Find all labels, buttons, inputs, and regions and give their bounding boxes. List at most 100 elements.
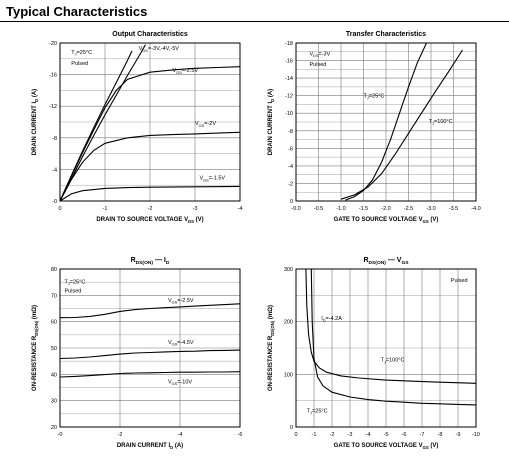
- plot-frame: [59, 42, 241, 202]
- y-tick-label: 30: [51, 399, 57, 405]
- y-tick-label: -18: [285, 41, 293, 47]
- y-tick-label: -20: [49, 41, 57, 47]
- y-tick-label: -14: [285, 76, 293, 82]
- y-axis-label: ON-RESISTANCE RDS(ON) (mΩ): [32, 305, 39, 391]
- y-tick-label: 80: [51, 267, 57, 273]
- y-tick-label: -2: [288, 181, 293, 187]
- series-label: VGS=-2.5V: [173, 68, 199, 75]
- x-tick-label: -0.0: [291, 206, 300, 212]
- y-tick-label: 20: [51, 425, 57, 431]
- x-axis-label: DRAIN TO SOURCE VOLTAGE VDS (V): [96, 217, 203, 224]
- x-tick-label: -2: [148, 206, 153, 212]
- x-tick-label: -9: [456, 432, 461, 438]
- series-line: [59, 131, 241, 202]
- y-tick-label: 300: [284, 267, 293, 273]
- chart-title: RDS(ON) — VGS: [363, 257, 409, 266]
- y-tick-label: 0: [290, 425, 293, 431]
- output-characteristics-chart: 0 -1 -2 -3 -4 -0 -4 -8 -12 -16 -20 Output Character…: [32, 31, 242, 224]
- x-axis-label: DRAIN CURRENT ID (A): [117, 443, 183, 450]
- series-label: TJ=100°C: [381, 358, 405, 365]
- y-tick-label: -12: [49, 104, 57, 110]
- x-tick-label: 0: [294, 432, 297, 438]
- x-axis-label: GATE TO SOURCE VOLTAGE VGS (V): [334, 443, 439, 450]
- chart-title: Output Characteristics: [112, 31, 188, 38]
- header-divider: [0, 21, 509, 22]
- x-tick-label: -6: [238, 432, 243, 438]
- transfer-characteristics-chart: -0.0 -0.5 -1.0 -1.5 -2.0 -2.5 -3.0 -3.5 -4.0 0 -2 -…: [268, 31, 481, 224]
- chart-annotation: Pulsed: [65, 289, 82, 295]
- y-tick-label: -12: [285, 94, 293, 100]
- chart-title: Transfer Characteristics: [346, 31, 426, 38]
- y-tick-label: -0: [52, 199, 57, 205]
- x-tick-label: -5: [384, 432, 389, 438]
- x-tick-label: -4: [366, 432, 371, 438]
- x-tick-label: -4: [178, 432, 183, 438]
- y-tick-label: -8: [288, 129, 293, 135]
- grid: [295, 42, 477, 202]
- page-title: Typical Characteristics: [6, 4, 148, 19]
- y-tick-label: 50: [51, 346, 57, 352]
- x-tick-label: -1.0: [336, 206, 345, 212]
- rdson-vs-id-chart: -0 -2 -4 -6 20 30 40 50 60 70 80 RDS(ON) — ID DRAIN …: [32, 257, 242, 450]
- y-tick-label: 100: [284, 372, 293, 378]
- y-tick-label: -16: [285, 59, 293, 65]
- series-label: VGS=-3V,-4V,-5V: [139, 46, 180, 53]
- series-label: VGS=-2.5V: [168, 298, 194, 305]
- x-tick-label: -3.5: [449, 206, 458, 212]
- series-line: [59, 66, 241, 202]
- series-line: [305, 268, 477, 384]
- chart-annotation: TJ=25°C: [65, 279, 86, 286]
- y-tick-label: 60: [51, 320, 57, 326]
- series-label: VGS=-4.5V: [168, 340, 194, 347]
- series-line: [310, 268, 477, 406]
- plot-frame: [295, 268, 477, 428]
- x-tick-label: -2.5: [404, 206, 413, 212]
- series-line: [340, 49, 463, 200]
- y-tick-label: -4: [52, 167, 57, 173]
- x-tick-label: -10: [472, 432, 480, 438]
- x-tick-label: -1: [312, 432, 317, 438]
- y-tick-label: 70: [51, 293, 57, 299]
- y-axis-label: DRAIN CURRENT ID (A): [268, 89, 275, 155]
- series-line: [59, 185, 241, 202]
- chart-title: RDS(ON) — ID: [131, 257, 170, 266]
- x-tick-label: -0: [58, 432, 63, 438]
- x-tick-label: -2: [118, 432, 123, 438]
- y-axis-label: ON-RESISTANCE RDS(ON) (mΩ): [268, 305, 275, 391]
- x-tick-label: -1.5: [359, 206, 368, 212]
- x-tick-label: 0: [58, 206, 61, 212]
- x-tick-label: -0.5: [314, 206, 323, 212]
- chart-annotation: Pulsed: [71, 61, 88, 67]
- y-tick-label: -10: [285, 111, 293, 117]
- series-label: VGS=-1.5V: [200, 176, 226, 183]
- y-tick-label: 200: [284, 320, 293, 326]
- y-tick-label: 40: [51, 372, 57, 378]
- y-tick-label: -16: [49, 73, 57, 79]
- chart-annotation: Pulsed: [310, 62, 327, 68]
- x-tick-label: -7: [420, 432, 425, 438]
- grid: [295, 268, 477, 428]
- x-tick-label: -2: [330, 432, 335, 438]
- grid: [59, 268, 241, 428]
- x-tick-label: -2.0: [381, 206, 390, 212]
- series-label: TJ=25°C: [307, 408, 328, 415]
- plot-frame: [59, 268, 241, 428]
- y-tick-label: 0: [290, 199, 293, 205]
- x-axis-label: GATE TO SOURCE VOLTAGE VGS (V): [334, 217, 439, 224]
- x-tick-label: -6: [402, 432, 407, 438]
- y-tick-label: -6: [288, 146, 293, 152]
- x-tick-label: -4: [238, 206, 243, 212]
- x-tick-label: -3: [193, 206, 198, 212]
- series-line: [59, 44, 146, 202]
- series-label: TJ=25°C: [364, 93, 385, 100]
- chart-annotation: VDS=-3V: [310, 51, 331, 58]
- series-line: [345, 42, 427, 201]
- chart-annotation: Pulsed: [451, 278, 468, 284]
- y-axis-label: DRAIN CURRENT ID (A): [32, 89, 39, 155]
- series-line: [59, 303, 241, 319]
- x-tick-label: -4.0: [471, 206, 480, 212]
- x-tick-label: -1: [103, 206, 108, 212]
- chart-annotation: TJ=25°C: [71, 50, 92, 57]
- series-line: [59, 371, 241, 378]
